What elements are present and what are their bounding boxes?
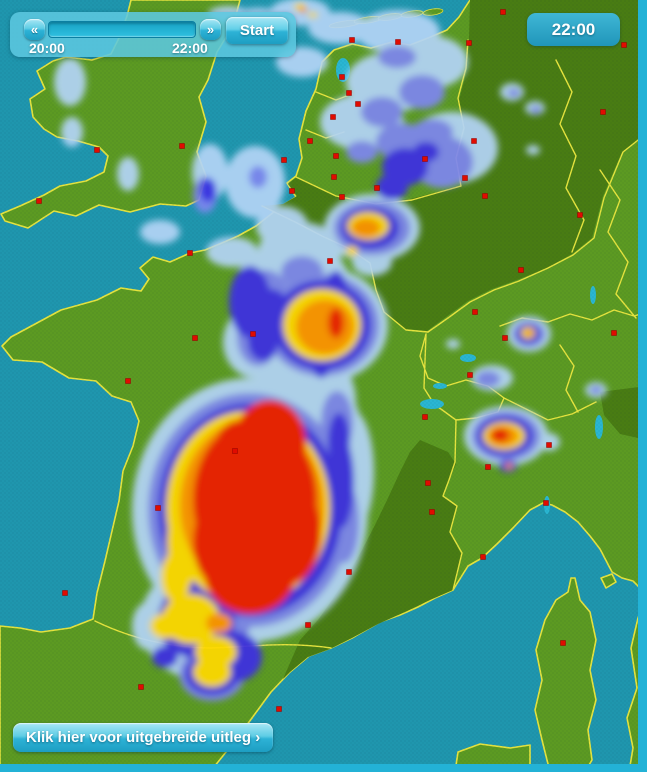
step-back-button[interactable]: « — [24, 19, 45, 40]
timeline-slider[interactable] — [48, 21, 196, 38]
precipitation-layer — [54, 0, 607, 701]
frame-right — [638, 0, 647, 772]
start-button[interactable]: Start — [226, 17, 288, 44]
extended-explanation-button[interactable]: Klik hier voor uitgebreide uitleg › — [13, 723, 274, 752]
step-forward-button[interactable]: » — [200, 19, 221, 40]
playback-panel: « » Start 20:00 22:00 — [10, 12, 296, 57]
city-markers — [36, 9, 627, 712]
current-time-display: 22:00 — [527, 13, 620, 46]
timeline-start-label: 20:00 — [29, 40, 65, 56]
timeline-end-label: 22:00 — [172, 40, 208, 56]
frame-bottom — [0, 764, 647, 772]
